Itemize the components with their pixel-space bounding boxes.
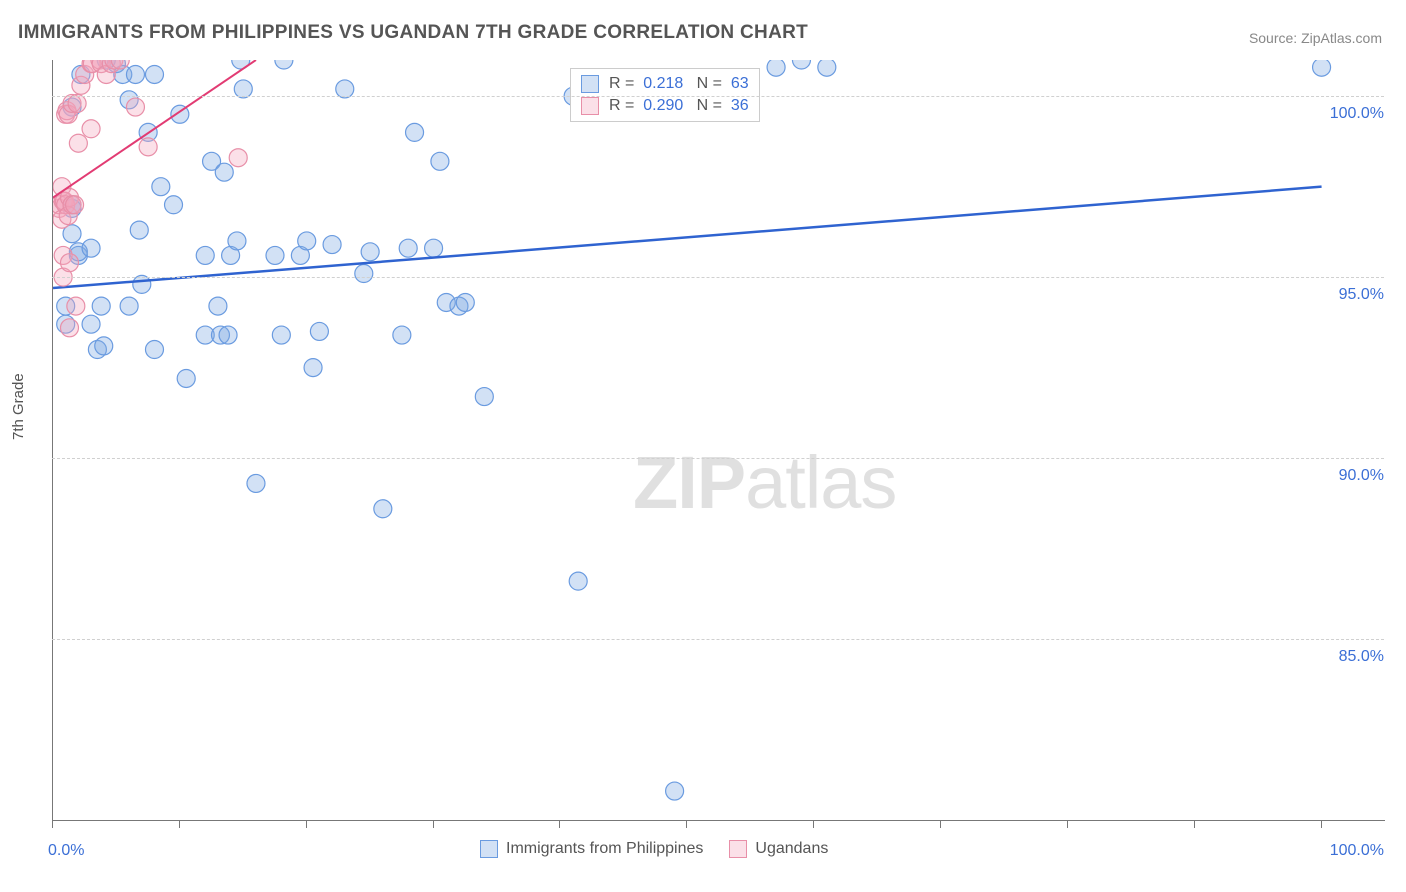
x-tick <box>179 820 180 828</box>
data-point <box>69 134 87 152</box>
data-point <box>275 60 293 69</box>
gridline <box>52 639 1384 640</box>
data-point <box>475 388 493 406</box>
data-point <box>247 474 265 492</box>
y-tick-label: 100.0% <box>1330 105 1384 123</box>
legend-swatch <box>729 840 747 858</box>
x-tick <box>686 820 687 828</box>
legend-swatch <box>581 75 599 93</box>
data-point <box>425 239 443 257</box>
data-point <box>92 297 110 315</box>
data-point <box>165 196 183 214</box>
data-point <box>399 239 417 257</box>
x-axis-min-label: 0.0% <box>48 842 84 860</box>
data-point <box>767 60 785 76</box>
data-point <box>323 236 341 254</box>
y-axis-label: 7th Grade <box>10 373 27 440</box>
y-tick-label: 95.0% <box>1339 286 1384 304</box>
series-legend: Immigrants from Philippines Ugandans <box>480 840 828 858</box>
data-point <box>82 239 100 257</box>
x-tick <box>559 820 560 828</box>
data-point <box>152 178 170 196</box>
legend-r-label: R = 0.290 N = 36 <box>609 97 749 115</box>
source-attribution: Source: ZipAtlas.com <box>1249 30 1382 46</box>
legend-row: R = 0.218 N = 63 <box>581 73 749 95</box>
data-point <box>67 297 85 315</box>
data-point <box>215 163 233 181</box>
data-point <box>145 65 163 83</box>
data-point <box>406 123 424 141</box>
x-tick <box>1321 820 1322 828</box>
gridline <box>52 277 1384 278</box>
data-point <box>431 152 449 170</box>
data-point <box>177 369 195 387</box>
data-point <box>393 326 411 344</box>
data-point <box>126 98 144 116</box>
data-point <box>666 782 684 800</box>
gridline <box>52 458 1384 459</box>
data-point <box>228 232 246 250</box>
gridline <box>52 96 1384 97</box>
legend-series-name: Immigrants from Philippines <box>506 840 703 858</box>
data-point <box>95 337 113 355</box>
data-point <box>66 196 84 214</box>
x-tick <box>1067 820 1068 828</box>
correlation-legend: R = 0.218 N = 63 R = 0.290 N = 36 <box>570 68 760 122</box>
data-point <box>355 265 373 283</box>
data-point <box>219 326 237 344</box>
data-point <box>569 572 587 590</box>
scatter-svg <box>53 60 1385 820</box>
data-point <box>310 322 328 340</box>
legend-item: Ugandans <box>729 840 828 858</box>
y-tick-label: 85.0% <box>1339 648 1384 666</box>
data-point <box>374 500 392 518</box>
data-point <box>82 120 100 138</box>
legend-item: Immigrants from Philippines <box>480 840 703 858</box>
data-point <box>139 138 157 156</box>
legend-swatch <box>480 840 498 858</box>
data-point <box>304 359 322 377</box>
legend-swatch <box>581 97 599 115</box>
data-point <box>130 221 148 239</box>
data-point <box>272 326 290 344</box>
data-point <box>60 319 78 337</box>
data-point <box>298 232 316 250</box>
x-tick <box>940 820 941 828</box>
data-point <box>266 246 284 264</box>
data-point <box>82 315 100 333</box>
data-point <box>120 297 138 315</box>
legend-row: R = 0.290 N = 36 <box>581 95 749 117</box>
legend-series-name: Ugandans <box>755 840 828 858</box>
legend-r-label: R = 0.218 N = 63 <box>609 75 749 93</box>
data-point <box>232 60 250 69</box>
data-point <box>818 60 836 76</box>
y-tick-label: 90.0% <box>1339 467 1384 485</box>
data-point <box>196 246 214 264</box>
chart-title: IMMIGRANTS FROM PHILIPPINES VS UGANDAN 7… <box>18 22 808 44</box>
data-point <box>229 149 247 167</box>
data-point <box>361 243 379 261</box>
x-axis-max-label: 100.0% <box>1330 842 1384 860</box>
data-point <box>792 60 810 69</box>
x-tick <box>433 820 434 828</box>
data-point <box>60 254 78 272</box>
x-tick <box>306 820 307 828</box>
x-tick <box>52 820 53 828</box>
data-point <box>1313 60 1331 76</box>
plot-area: ZIPatlas <box>52 60 1385 821</box>
x-tick <box>813 820 814 828</box>
x-tick <box>1194 820 1195 828</box>
data-point <box>209 297 227 315</box>
data-point <box>126 65 144 83</box>
data-point <box>145 341 163 359</box>
data-point <box>456 293 474 311</box>
